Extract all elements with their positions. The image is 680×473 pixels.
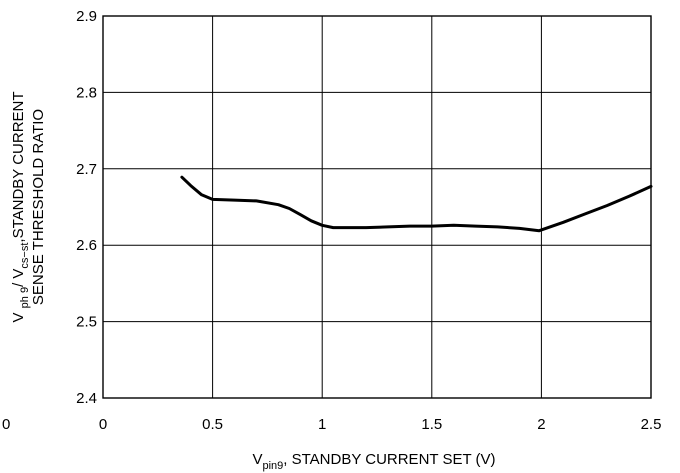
y-tick-label-4: 2.8 bbox=[76, 84, 97, 101]
series-group bbox=[180, 175, 653, 233]
y-axis-title: V ph 9/ Vcs−st,STANDBY CURRENT SENSE THR… bbox=[10, 91, 47, 322]
x-tick-label-0: 0 bbox=[99, 416, 107, 433]
grid bbox=[102, 15, 652, 399]
x-tick-labels: 0 0.5 1 1.5 2 2.5 bbox=[99, 416, 662, 433]
x-tick-label-4: 2 bbox=[537, 416, 545, 433]
x-axis-title: Vpin9, STANDBY CURRENT SET (V) bbox=[252, 451, 495, 472]
y-tick-label-2: 2.6 bbox=[76, 237, 97, 254]
y-tick-label-3: 2.7 bbox=[76, 161, 97, 178]
y-tick-label-1: 2.5 bbox=[76, 314, 97, 331]
stray-tick-label: 0 bbox=[2, 416, 10, 433]
y-tick-label-5: 2.9 bbox=[76, 8, 97, 25]
x-tick-label-5: 2.5 bbox=[641, 416, 662, 433]
y-tick-labels: 2.4 2.5 2.6 2.7 2.8 2.9 bbox=[76, 8, 97, 407]
x-tick-label-3: 1.5 bbox=[421, 416, 442, 433]
plot-frame bbox=[102, 15, 652, 399]
x-tick-label-1: 0.5 bbox=[202, 416, 223, 433]
y-tick-label-0: 2.4 bbox=[76, 390, 97, 407]
x-tick-label-2: 1 bbox=[318, 416, 326, 433]
svg-text:V ph 9/ Vcs−st,STANDBY CURRENT: V ph 9/ Vcs−st,STANDBY CURRENT bbox=[10, 91, 31, 322]
svg-text:SENSE THRESHOLD RATIO: SENSE THRESHOLD RATIO bbox=[30, 109, 47, 305]
series-line-0 bbox=[180, 175, 653, 233]
